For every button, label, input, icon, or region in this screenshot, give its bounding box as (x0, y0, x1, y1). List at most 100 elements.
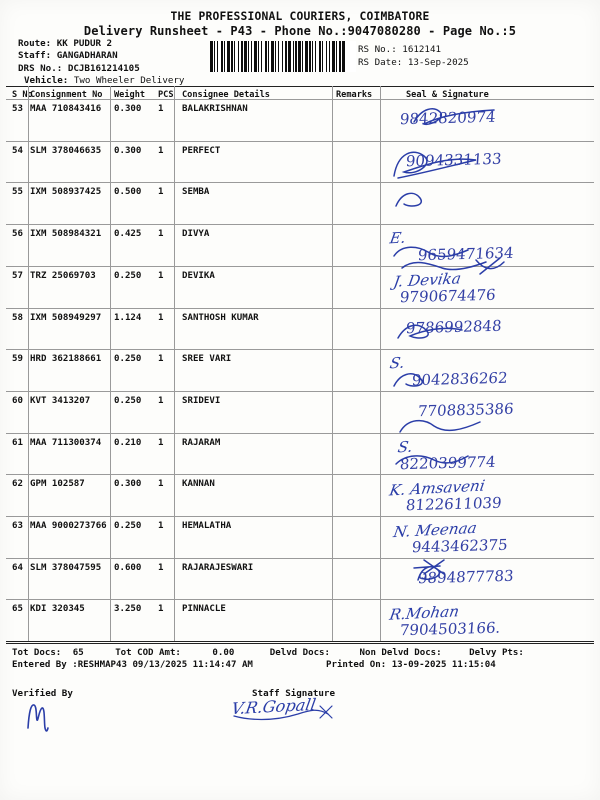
drs-label: DRS No.: (18, 62, 63, 74)
cell-pcs: 1 (158, 562, 164, 573)
runsheet-meta-left: Route: KK PUDUR 2 Staff: GANGADHARAN DRS… (18, 38, 184, 88)
table-row-divider (6, 557, 594, 559)
cell-pcs: 1 (158, 187, 164, 198)
runsheet-barcode (210, 41, 356, 72)
cell-weight: 0.250 (114, 395, 142, 406)
cell-consignee: SRIDEVI (182, 395, 221, 406)
cell-consignment: MAA 711300374 (30, 437, 102, 448)
cell-consignee: PINNACLE (182, 604, 226, 615)
cell-consignment: KVT 3413207 (30, 395, 91, 406)
table-row-divider (6, 390, 594, 392)
runsheet-meta-right: RS No.: 1612141 RS Date: 13-Sep-2025 (358, 43, 469, 69)
cell-sno: 62 (12, 479, 23, 490)
cell-pcs: 1 (158, 604, 164, 615)
company-title: THE PROFESSIONAL COURIERS, COIMBATORE (170, 10, 430, 23)
cell-pcs: 1 (158, 354, 164, 365)
cell-consignee: RAJARAJESWARI (182, 562, 254, 573)
column-header-consignee: Consignee Details (182, 90, 270, 100)
cell-consignment: MAA 9000273766 (30, 521, 107, 531)
vehicle-label: Vehicle: (24, 75, 69, 87)
cell-sno: 57 (12, 270, 23, 281)
cell-sno: 64 (12, 562, 23, 573)
seal-signature-stroke (475, 257, 505, 275)
cell-sno: 59 (12, 354, 23, 365)
cell-consignee: RAJARAM (182, 437, 221, 448)
verified-by-label: Verified By (12, 688, 73, 699)
table-row-divider (6, 599, 594, 601)
cell-consignee: SEMBA (182, 187, 210, 198)
seal-signature-stroke (393, 151, 477, 179)
cell-consignee: DEVIKA (182, 270, 215, 281)
tot-docs-value: 65 (72, 648, 84, 658)
cell-weight: 0.250 (114, 354, 142, 365)
cell-consignee: SANTHOSH KUMAR (182, 312, 259, 323)
verified-by-signature (27, 704, 49, 732)
table-row-divider (6, 182, 594, 184)
seal-signature-stroke (393, 246, 469, 258)
non-delvd-docs-label: Non Delvd Docs: (359, 648, 442, 658)
cell-pcs: 1 (158, 104, 164, 114)
route-value: KK PUDUR 2 (56, 38, 113, 49)
cell-consignment: IXM 508984321 (30, 229, 102, 240)
delvy-pts-label: Delvy Pts: (469, 648, 524, 658)
table-row-divider (6, 265, 594, 267)
table-row-divider (6, 140, 594, 142)
cell-weight: 0.425 (114, 229, 142, 240)
footer-divider (6, 643, 594, 645)
table-row-divider (6, 86, 594, 88)
seal-signature-stroke (399, 419, 481, 433)
staff-row: Staff: GANGADHARAN (18, 50, 184, 62)
table-column-divider (174, 86, 175, 642)
cell-consignment: KDI 320345 (30, 604, 85, 615)
consignment-table: S No Consignment No Weight PCS Consignee Det… (6, 86, 594, 643)
rs-no-label: RS No.: (358, 44, 397, 55)
table-column-divider (380, 86, 381, 642)
rs-no-row: RS No.: 1612141 (358, 43, 469, 56)
cell-weight: 0.300 (114, 104, 142, 114)
cell-consignment: SLM 378046635 (30, 145, 102, 156)
cell-consignee: DIVYA (182, 229, 210, 240)
cell-sno: 55 (12, 187, 23, 198)
column-header-consignment: Consignment No (30, 90, 103, 100)
seal-signature-stroke (395, 455, 469, 465)
table-row-divider (6, 432, 594, 434)
cell-consignment: IXM 508937425 (30, 187, 102, 198)
cell-weight: 0.300 (114, 145, 142, 156)
cell-consignee: SREE VARI (182, 354, 232, 365)
cell-pcs: 1 (158, 229, 164, 240)
delvd-docs-label: Delvd Docs: (269, 648, 331, 658)
cell-weight: 1.124 (114, 312, 142, 323)
cell-weight: 0.500 (114, 187, 142, 198)
cell-sno: 54 (12, 145, 23, 156)
cell-weight: 0.600 (114, 562, 142, 573)
drs-row: DRS No.: DCJB161214105 (18, 63, 184, 75)
table-row-divider (6, 474, 594, 476)
cell-weight: 0.300 (114, 479, 142, 490)
column-header-remarks: Remarks (336, 90, 373, 100)
cell-consignment: IXM 508949297 (30, 312, 102, 323)
cell-consignee: KANNAN (182, 479, 215, 490)
vehicle-row: Vehicle: Two Wheeler Delivery (18, 75, 184, 87)
printed-on-text: Printed On: 13-09-2025 11:15:04 (326, 660, 496, 670)
cell-consignee: PERFECT (182, 145, 221, 156)
seal-signature-stroke (395, 192, 423, 207)
cell-weight: 3.250 (114, 604, 142, 615)
rs-date-row: RS Date: 13-Sep-2025 (358, 56, 469, 69)
cell-consignment: GPM 102587 (30, 479, 85, 490)
staff-label: Staff: (18, 50, 52, 62)
rs-date-value: 13-Sep-2025 (407, 57, 469, 68)
table-column-divider (332, 86, 333, 642)
table-column-divider (110, 86, 111, 642)
route-label: Route: (18, 38, 52, 49)
staff-value: GANGADHARAN (56, 50, 118, 62)
rs-no-value: 1612141 (402, 44, 442, 55)
cell-consignee: BALAKRISHNAN (182, 104, 248, 114)
cell-sno: 60 (12, 395, 23, 406)
cell-weight: 0.250 (114, 270, 142, 281)
cell-sno: 58 (12, 312, 23, 323)
table-row-divider (6, 516, 594, 517)
seal-signature-stroke (401, 261, 487, 271)
column-header-sno: S No (12, 90, 33, 100)
table-row-divider (6, 307, 594, 309)
cell-sno: 65 (12, 604, 23, 615)
